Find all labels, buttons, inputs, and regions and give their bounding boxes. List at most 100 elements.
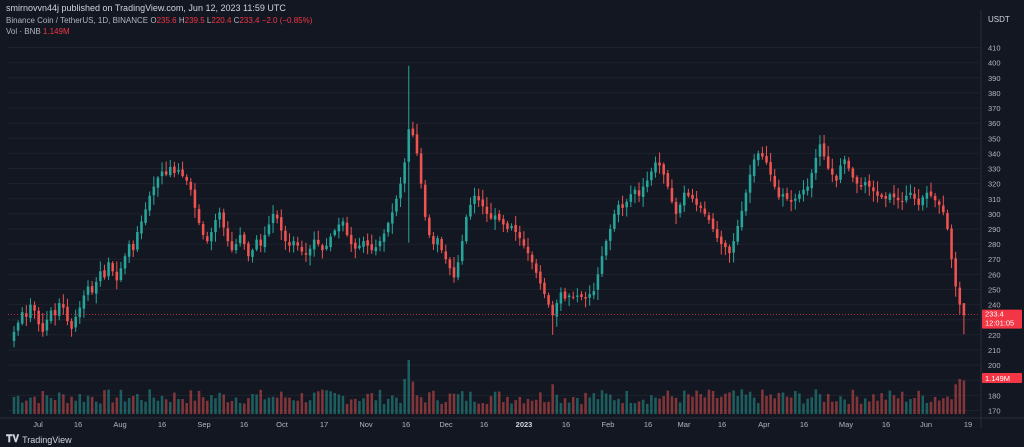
volume-bar bbox=[876, 400, 879, 414]
volume-bar bbox=[563, 398, 567, 414]
volume-bar bbox=[123, 401, 127, 414]
y-tick-label: 170 bbox=[988, 406, 1001, 415]
volume-bar bbox=[720, 396, 723, 414]
volume-bar bbox=[386, 398, 390, 414]
candle-body bbox=[839, 165, 842, 180]
volume-bar bbox=[600, 390, 604, 414]
candle-body bbox=[522, 239, 526, 246]
volume-bar bbox=[761, 389, 764, 414]
volume-bar bbox=[395, 397, 398, 414]
volume-bar bbox=[650, 395, 653, 414]
high-label: H bbox=[178, 16, 185, 25]
x-tick-label: 17 bbox=[320, 420, 328, 429]
candle-body bbox=[633, 189, 637, 195]
volume-bar bbox=[477, 403, 480, 414]
candle-body bbox=[477, 196, 480, 201]
volume-bar bbox=[576, 398, 579, 414]
volume-bar bbox=[855, 396, 859, 414]
volume-bar bbox=[349, 399, 353, 414]
volume-label[interactable]: Vol · BNB bbox=[6, 27, 41, 36]
currency-label[interactable]: USDT bbox=[988, 15, 1010, 24]
candle-body bbox=[814, 157, 818, 174]
candle-body bbox=[728, 246, 731, 254]
volume-bar bbox=[469, 391, 472, 414]
volume-bar bbox=[695, 390, 698, 414]
candle-body bbox=[608, 229, 612, 241]
y-tick-label: 250 bbox=[988, 285, 1001, 294]
candle-body bbox=[90, 286, 94, 293]
candle-body bbox=[682, 192, 686, 206]
candle-body bbox=[530, 254, 534, 263]
candle-body bbox=[349, 234, 353, 245]
candle-body bbox=[103, 270, 106, 278]
candle-body bbox=[785, 193, 789, 199]
x-tick-label: 16 bbox=[882, 420, 890, 429]
volume-bar bbox=[851, 389, 855, 414]
x-tick-label: Nov bbox=[359, 420, 373, 429]
candle-body bbox=[896, 197, 900, 201]
volume-tag-value: 1.149M bbox=[985, 374, 1010, 383]
candle-body bbox=[370, 244, 374, 251]
volume-bar bbox=[518, 396, 522, 414]
volume-bar bbox=[744, 394, 748, 414]
candle-body bbox=[592, 290, 596, 296]
volume-bar bbox=[913, 397, 916, 414]
candle-body bbox=[872, 187, 875, 192]
volume-bar bbox=[296, 400, 300, 414]
candle-body bbox=[308, 248, 312, 256]
volume-bar bbox=[662, 396, 665, 414]
candle-body bbox=[53, 309, 57, 316]
volume-bar bbox=[703, 397, 707, 414]
x-tick-label: 16 bbox=[480, 420, 488, 429]
candle-body bbox=[436, 238, 439, 245]
volume-bar bbox=[670, 396, 674, 414]
volume-bar bbox=[148, 389, 151, 414]
candle-body bbox=[740, 210, 744, 228]
volume-bar bbox=[111, 402, 114, 414]
candle-body bbox=[234, 244, 238, 251]
volume-bar bbox=[802, 403, 805, 414]
x-tick-label: Sep bbox=[197, 420, 210, 429]
x-tick-label: 16 bbox=[800, 420, 808, 429]
candle-body bbox=[251, 250, 254, 257]
candle-body bbox=[489, 213, 493, 219]
volume-bar bbox=[255, 394, 258, 414]
volume-bar bbox=[156, 400, 160, 414]
volume-bar bbox=[814, 389, 818, 414]
volume-bar bbox=[769, 394, 772, 414]
candle-body bbox=[423, 184, 427, 217]
candle-body bbox=[448, 259, 452, 269]
volume-bar bbox=[732, 390, 735, 414]
x-tick-label: Feb bbox=[602, 420, 615, 429]
volume-bar bbox=[629, 403, 633, 414]
volume-bar bbox=[94, 401, 98, 414]
volume-bar bbox=[205, 400, 209, 414]
candle-body bbox=[600, 256, 604, 274]
volume-bar bbox=[884, 399, 888, 414]
candle-body bbox=[650, 171, 653, 181]
volume-bar bbox=[370, 393, 374, 414]
volume-bar bbox=[341, 395, 345, 414]
volume-bar bbox=[271, 396, 275, 414]
volume-bar bbox=[440, 403, 443, 414]
candle-body bbox=[485, 206, 489, 214]
candle-body bbox=[156, 177, 160, 188]
volume-bar bbox=[798, 393, 801, 414]
volume-bar bbox=[625, 390, 628, 414]
candle-body bbox=[465, 216, 468, 242]
volume-bar bbox=[78, 394, 82, 414]
volume-bar bbox=[263, 399, 267, 414]
candle-body bbox=[913, 193, 916, 199]
symbol-title[interactable]: Binance Coin / TetherUS, 1D, BINANCE bbox=[6, 16, 149, 25]
volume-bar bbox=[863, 398, 867, 414]
candle-body bbox=[111, 263, 114, 272]
candle-body bbox=[362, 241, 365, 247]
candle-body bbox=[765, 155, 768, 163]
candle-body bbox=[662, 164, 665, 175]
volume-bar bbox=[70, 396, 73, 414]
y-tick-label: 270 bbox=[988, 255, 1001, 264]
candle-body bbox=[888, 194, 892, 200]
volume-bar bbox=[608, 394, 612, 414]
volume-bar bbox=[168, 401, 172, 414]
